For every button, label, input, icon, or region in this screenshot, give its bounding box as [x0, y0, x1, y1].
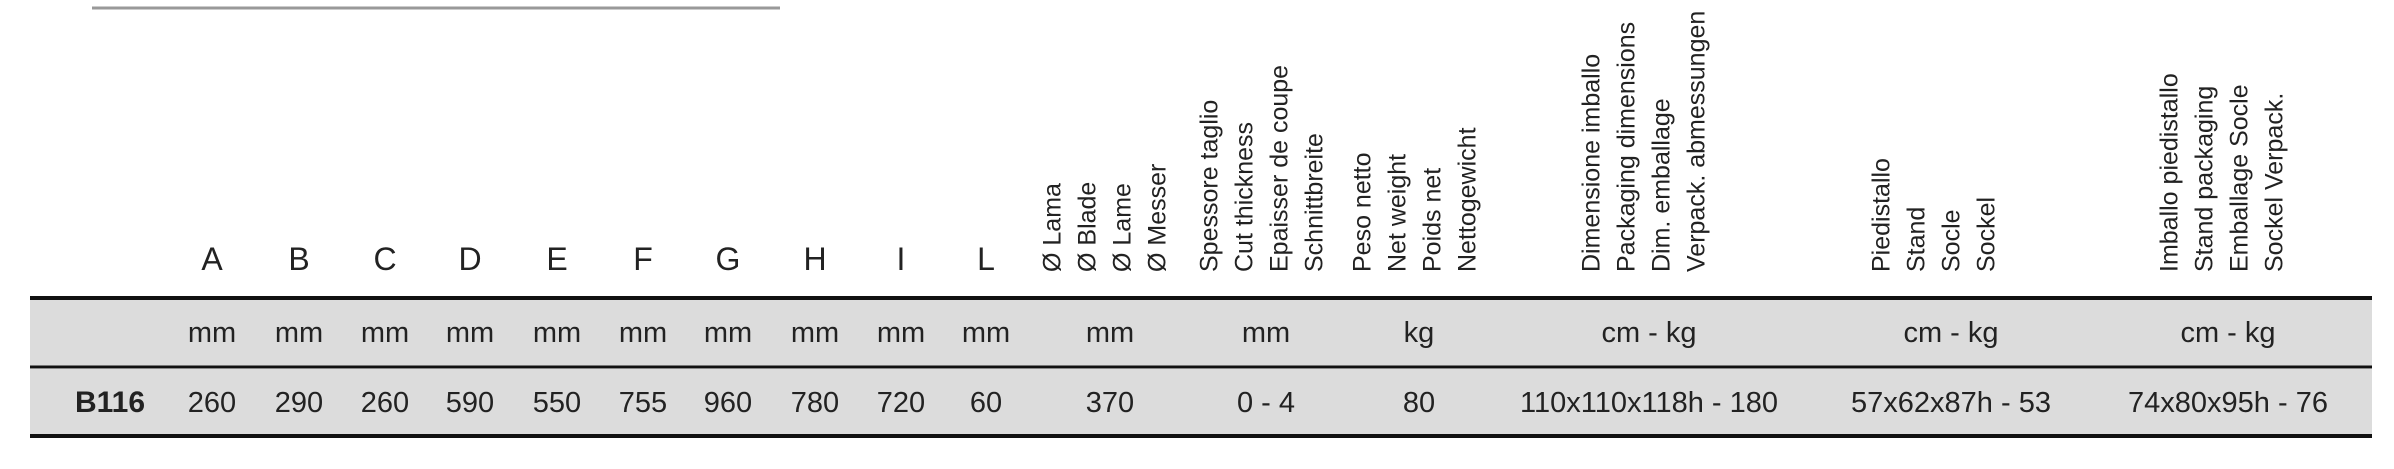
cell: 80 [1403, 387, 1435, 419]
column-header: F [633, 241, 653, 277]
cell: 57x62x87h - 53 [1851, 387, 2051, 419]
column-header: E [546, 241, 567, 277]
unit: mm [1242, 317, 1290, 349]
unit: mm [791, 317, 839, 349]
unit: mm [188, 317, 236, 349]
unit: mm [533, 317, 581, 349]
column-header-line: Ø Messer [1144, 164, 1172, 272]
column-header-line: Emballage Socle [2226, 84, 2254, 272]
cell: 260 [188, 387, 236, 419]
cell: 290 [275, 387, 323, 419]
unit: mm [275, 317, 323, 349]
column-header-line: Ø Lame [1109, 183, 1137, 272]
unit: kg [1404, 317, 1435, 349]
unit: cm - kg [1601, 317, 1696, 349]
column-header: C [373, 241, 396, 277]
cell: 74x80x95h - 76 [2128, 387, 2328, 419]
cell: 60 [970, 387, 1002, 419]
unit: cm - kg [1903, 317, 1998, 349]
column-header-line: Net weight [1384, 154, 1412, 272]
column-header: H [803, 241, 826, 277]
column-header: L [977, 241, 995, 277]
model: B116 [75, 386, 145, 419]
column-header-line: Nettogewicht [1454, 127, 1482, 272]
cell: 550 [533, 387, 581, 419]
column-header: G [716, 241, 741, 277]
cell: 110x110x118h - 180 [1520, 387, 1778, 419]
column-header-line: Piedistallo [1868, 158, 1896, 272]
unit: mm [962, 317, 1010, 349]
unit: mm [1086, 317, 1134, 349]
cell: 590 [446, 387, 494, 419]
column-header: D [458, 241, 481, 277]
column-header-line: Stand [1903, 207, 1931, 272]
data-row-bg [30, 369, 2372, 435]
column-header: A [201, 241, 223, 277]
column-header-line: Epaisser de coupe [1266, 65, 1294, 272]
column-header-line: Poids net [1419, 168, 1447, 272]
column-header: B [288, 241, 309, 277]
unit: mm [446, 317, 494, 349]
cell: 720 [877, 387, 925, 419]
column-header-line: Verpack. abmessungen [1683, 11, 1711, 272]
column-header-line: Imballo piedistallo [2156, 73, 2184, 272]
column-header-line: Cut thickness [1231, 122, 1259, 272]
cell: 755 [619, 387, 667, 419]
column-header: I [897, 241, 906, 277]
cell: 260 [361, 387, 409, 419]
cell: 960 [704, 387, 752, 419]
column-header-line: Socle [1938, 209, 1966, 272]
column-header-line: Dim. emballage [1648, 98, 1676, 272]
column-header-line: Sockel [1973, 197, 2001, 272]
column-header-line: Schnittbreite [1301, 133, 1329, 272]
unit: mm [361, 317, 409, 349]
cell: 780 [791, 387, 839, 419]
unit-row-bg [30, 298, 2372, 366]
unit: mm [877, 317, 925, 349]
cell: 370 [1086, 387, 1134, 419]
cell: 0 - 4 [1237, 387, 1295, 419]
column-header-line: Dimensione imballo [1578, 54, 1606, 272]
column-header-line: Spessore taglio [1196, 100, 1224, 272]
column-header-line: Packaging dimensions [1613, 22, 1641, 272]
column-header-line: Peso netto [1349, 152, 1377, 272]
unit: mm [704, 317, 752, 349]
column-header-line: Stand packaging [2191, 86, 2219, 272]
unit: cm - kg [2180, 317, 2275, 349]
column-header-line: Ø Blade [1074, 182, 1102, 272]
column-header-line: Sockel Verpack. [2261, 93, 2289, 272]
unit: mm [619, 317, 667, 349]
column-header-line: Ø Lama [1039, 183, 1067, 272]
